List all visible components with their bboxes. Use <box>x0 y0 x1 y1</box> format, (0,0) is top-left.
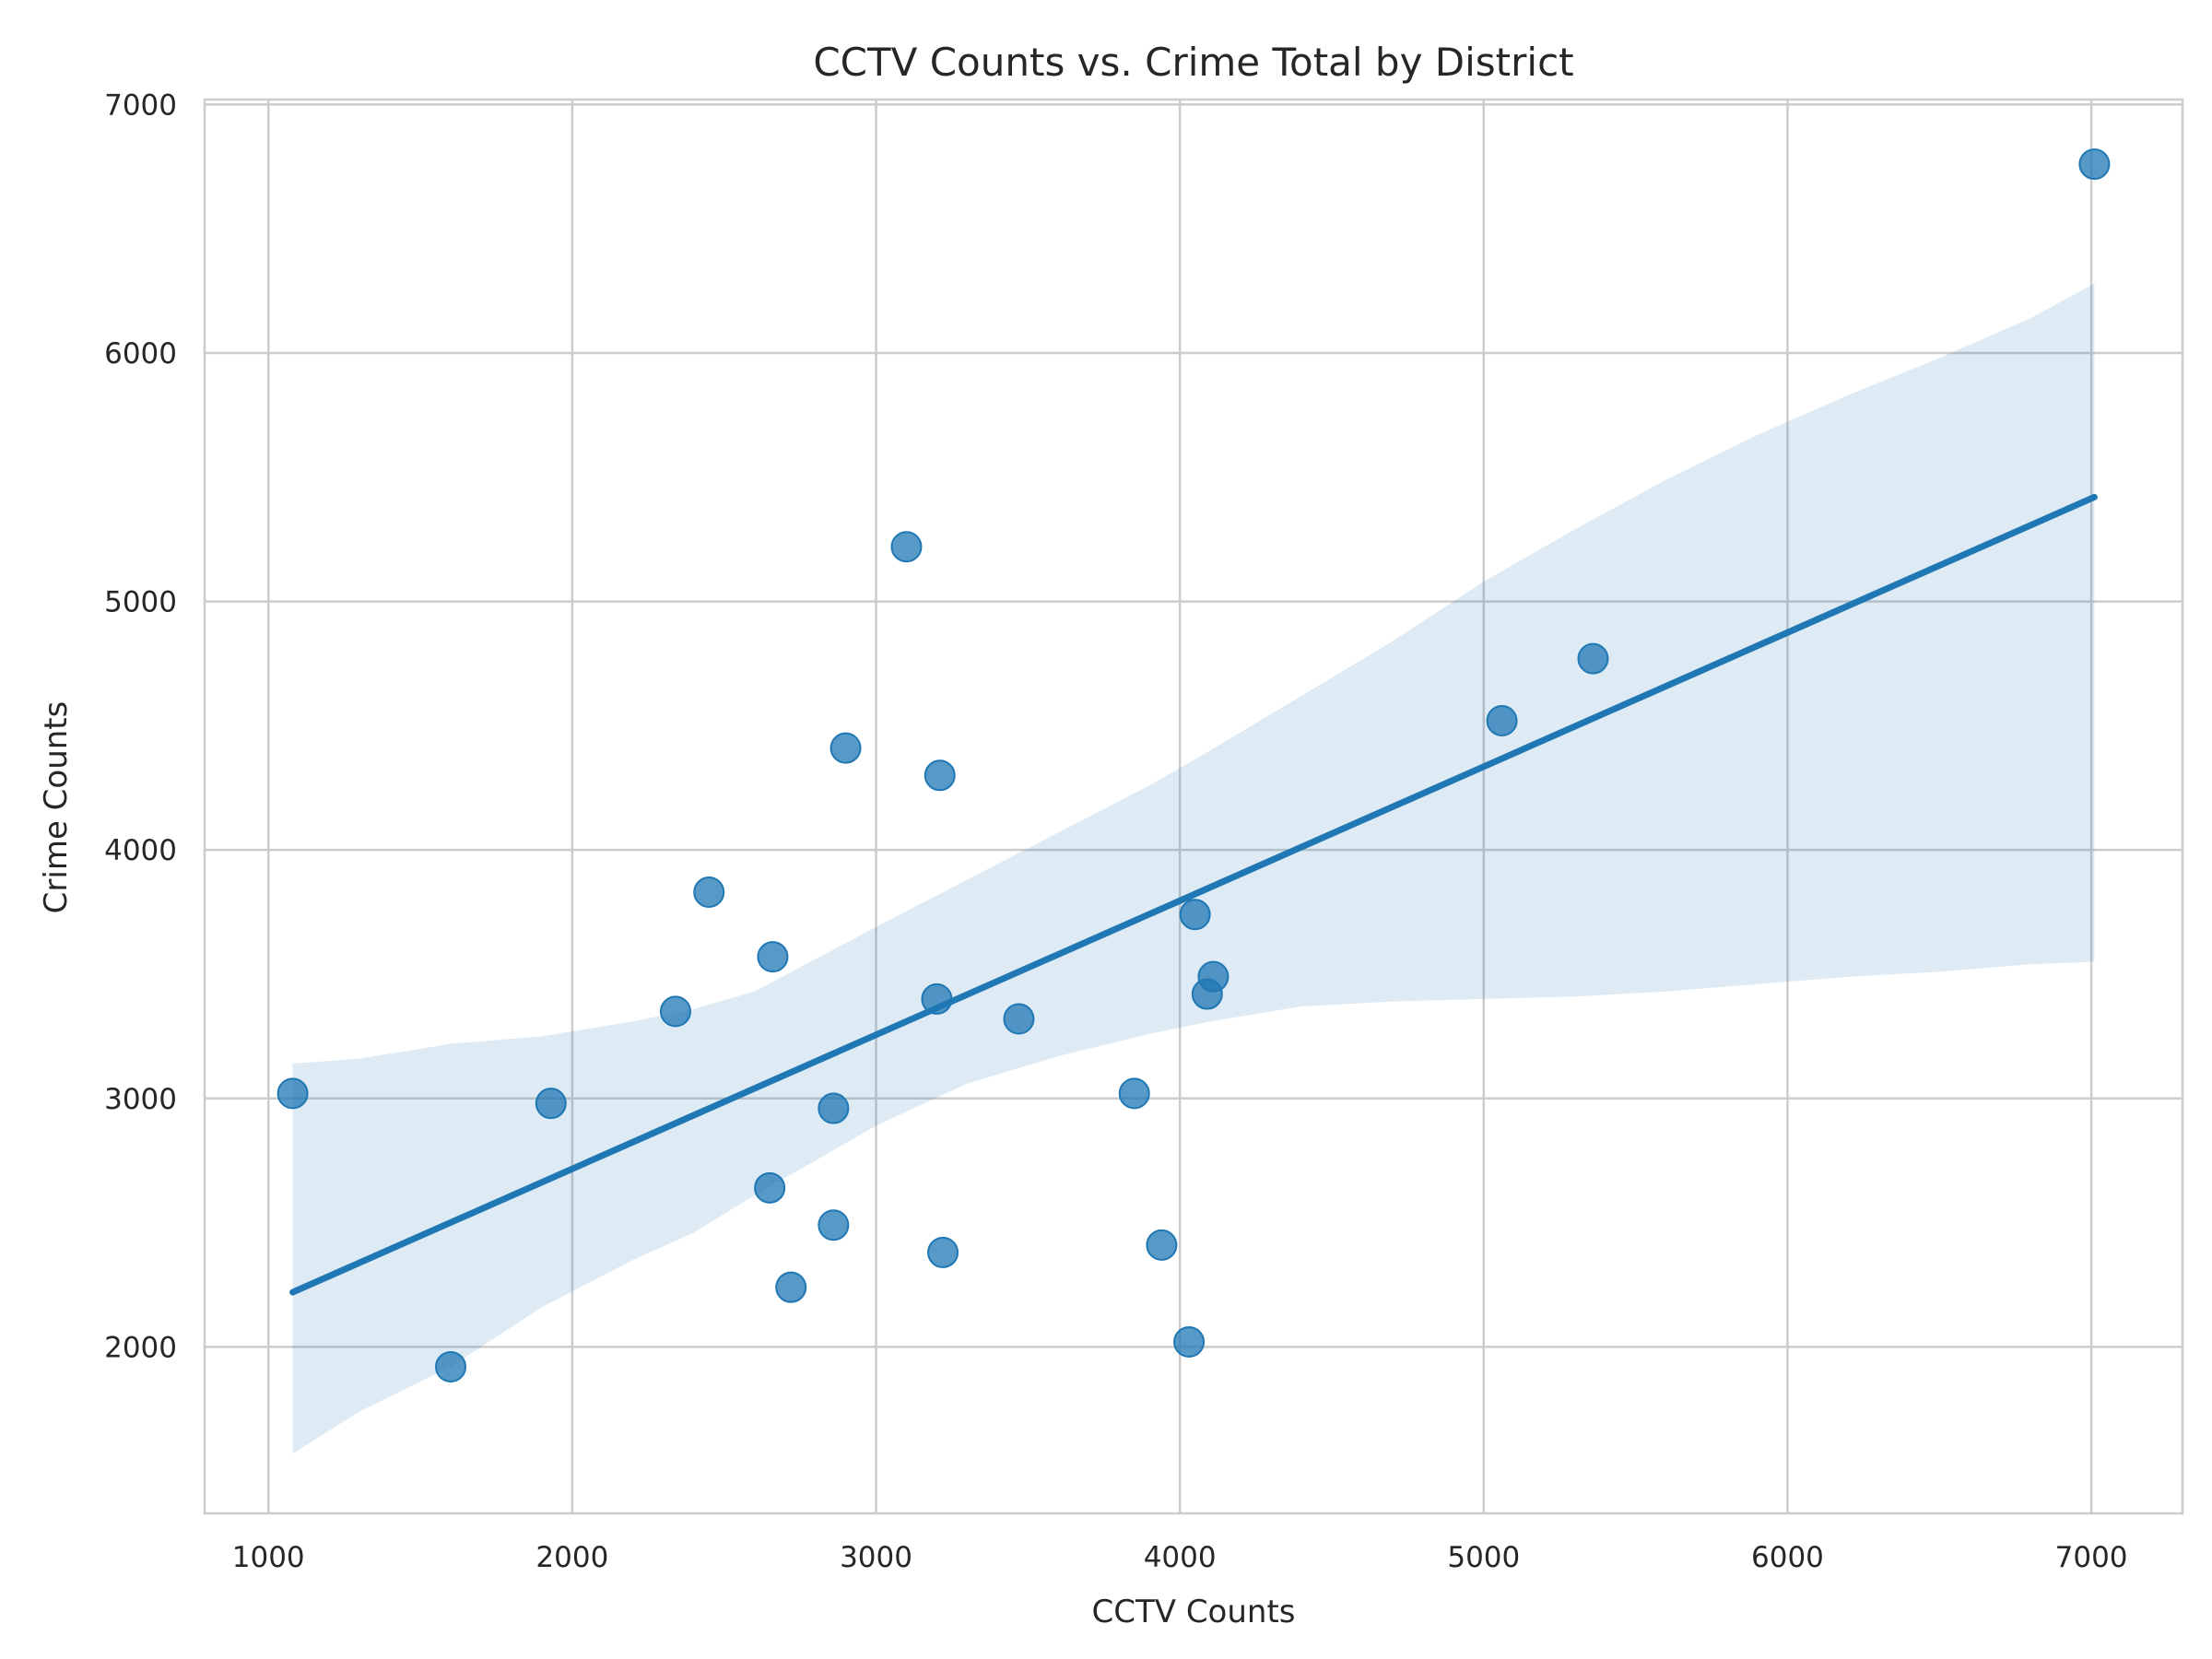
scatter-point <box>1118 1077 1150 1110</box>
scatter-point <box>1003 1003 1035 1035</box>
y-tick-label: 4000 <box>104 834 177 867</box>
scatter-point <box>924 759 956 792</box>
scatter-point <box>2078 148 2111 181</box>
plot-border <box>203 98 2184 1515</box>
y-tick-label: 7000 <box>104 88 177 122</box>
data-points <box>276 148 2111 1382</box>
scatter-point <box>659 995 691 1028</box>
x-tick-label: 5000 <box>1447 1541 1520 1574</box>
x-axis-label: CCTV Counts <box>1092 1594 1296 1630</box>
scatter-point <box>890 531 923 563</box>
scatter-point <box>1173 1325 1206 1358</box>
x-tick-label: 2000 <box>535 1541 608 1574</box>
y-tick-label: 6000 <box>104 337 177 371</box>
scatter-point <box>818 1209 850 1241</box>
scatter-point <box>921 982 953 1015</box>
scatter-point <box>1179 899 1211 931</box>
scatter-point <box>830 732 862 764</box>
y-tick-label: 3000 <box>104 1083 177 1116</box>
scatter-point <box>818 1092 850 1124</box>
scatter-point <box>927 1236 959 1268</box>
scatter-point <box>1577 642 1609 675</box>
y-tick-label: 5000 <box>104 586 177 619</box>
plot-frame <box>203 98 2184 1515</box>
tick-labels: 1000 2000 3000 4000 5000 6000 7000 2000 3000 4000… <box>104 88 2127 1574</box>
scatter-point <box>435 1350 467 1382</box>
scatter-point <box>1486 704 1518 736</box>
x-tick-label: 7000 <box>2055 1541 2128 1574</box>
chart-title: CCTV Counts vs. Crime Total by District <box>813 40 1573 85</box>
regression-line <box>289 493 2098 1296</box>
scatter-point <box>757 941 789 973</box>
x-tick-label: 4000 <box>1144 1541 1217 1574</box>
confidence-band-layer <box>292 283 2095 1454</box>
y-axis-label: Crime Counts <box>38 701 75 914</box>
scatter-point <box>535 1088 567 1120</box>
scatter-point <box>775 1271 807 1303</box>
confidence-band <box>292 283 2095 1454</box>
scatter-point <box>276 1077 309 1110</box>
x-tick-label: 1000 <box>232 1541 305 1574</box>
scatter-point <box>1197 960 1230 993</box>
scatter-point <box>754 1171 786 1204</box>
scatter-point <box>1146 1229 1178 1261</box>
y-tick-label: 2000 <box>104 1331 177 1364</box>
x-tick-label: 3000 <box>840 1541 912 1574</box>
scatter-point <box>693 877 725 909</box>
x-tick-label: 6000 <box>1751 1541 1824 1574</box>
regression-line-layer <box>289 493 2098 1296</box>
